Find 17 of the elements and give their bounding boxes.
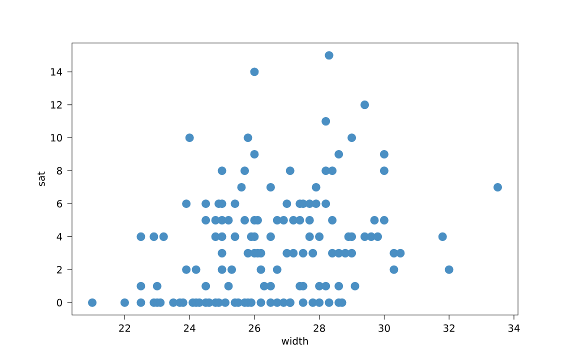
y-tick-label: 10	[51, 134, 62, 142]
y-tick-label: 12	[51, 101, 62, 109]
x-tick-label: 24	[184, 324, 196, 332]
x-tick-label: 22	[119, 324, 130, 332]
x-tick-label: 26	[248, 324, 260, 332]
x-tick-label: 28	[314, 324, 325, 332]
x-tick-label: 30	[378, 324, 390, 332]
x-tick-label: 34	[508, 324, 520, 332]
y-tick-label: 14	[51, 68, 62, 76]
y-tick-label: 6	[56, 200, 62, 208]
y-tick-label: 4	[56, 233, 62, 240]
y-tick-label: 0	[56, 298, 62, 306]
y-tick-label: 8	[56, 166, 62, 175]
x-tick-label: 32	[443, 324, 454, 332]
x-axis-title: width	[282, 337, 308, 345]
y-axis-title: sat	[38, 172, 45, 186]
y-tick-label: 2	[57, 266, 62, 274]
